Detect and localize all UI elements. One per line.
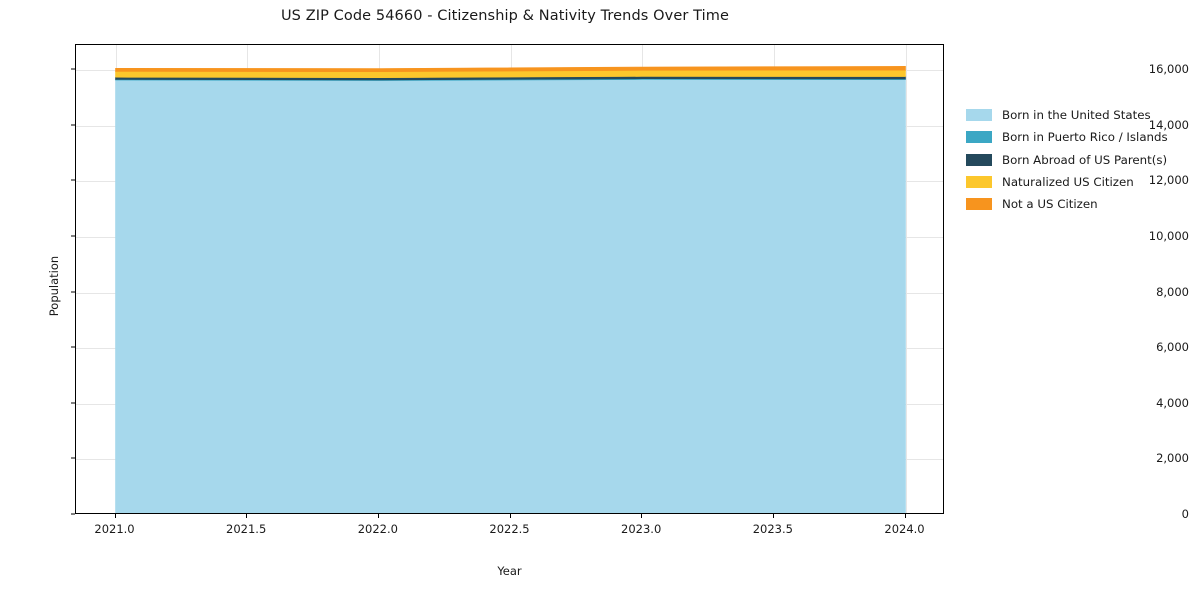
y-axis-tick-label: 6,000 bbox=[1156, 340, 1189, 355]
y-axis-tick-label: 2,000 bbox=[1156, 451, 1189, 466]
gridline-vertical bbox=[905, 45, 907, 513]
x-axis-tick-label: 2021.5 bbox=[226, 522, 267, 536]
chart-legend: Born in the United States Born in Puerto … bbox=[966, 104, 1182, 215]
legend-item[interactable]: Naturalized US Citizen bbox=[966, 171, 1182, 193]
y-axis-tick-label: 10,000 bbox=[1148, 228, 1189, 243]
area-band bbox=[115, 79, 906, 513]
x-axis-tick-label: 2022.0 bbox=[357, 522, 398, 536]
y-axis-tick-mark bbox=[71, 513, 75, 515]
x-axis-tick-mark bbox=[772, 514, 774, 518]
legend-item-label: Born in Puerto Rico / Islands bbox=[1002, 130, 1168, 145]
y-axis-tick-label: 16,000 bbox=[1148, 62, 1189, 77]
x-axis-tick-label: 2022.5 bbox=[489, 522, 530, 536]
x-axis-tick-mark bbox=[377, 514, 379, 518]
y-axis-tick-label: 14,000 bbox=[1148, 117, 1189, 132]
legend-item-label: Not a US Citizen bbox=[1002, 197, 1098, 212]
y-axis-tick-label: 8,000 bbox=[1156, 284, 1189, 299]
stacked-area-series bbox=[76, 45, 943, 513]
y-axis-tick-label: 12,000 bbox=[1148, 173, 1189, 188]
legend-swatch-icon bbox=[966, 131, 992, 144]
x-axis-tick-mark bbox=[904, 514, 906, 518]
y-axis-tick-mark bbox=[71, 457, 75, 459]
y-axis-tick-mark bbox=[71, 179, 75, 181]
x-axis-tick-label: 2023.5 bbox=[752, 522, 793, 536]
legend-item-label: Born in the United States bbox=[1002, 108, 1151, 123]
area-series-svg bbox=[115, 66, 906, 513]
x-axis-label: Year bbox=[497, 564, 522, 578]
y-axis-label: Population bbox=[47, 255, 61, 317]
legend-item[interactable]: Born in Puerto Rico / Islands bbox=[966, 126, 1182, 148]
legend-swatch-icon bbox=[966, 153, 992, 166]
area-band bbox=[115, 66, 906, 73]
legend-item[interactable]: Born Abroad of US Parent(s) bbox=[966, 149, 1182, 171]
y-axis-tick-mark bbox=[71, 235, 75, 237]
legend-swatch-icon bbox=[966, 198, 992, 211]
legend-item-label: Naturalized US Citizen bbox=[1002, 175, 1134, 190]
legend-swatch-icon bbox=[966, 176, 992, 189]
chart-title: US ZIP Code 54660 - Citizenship & Nativi… bbox=[280, 8, 730, 24]
y-axis-tick-mark bbox=[71, 291, 75, 292]
plot-area bbox=[75, 44, 944, 514]
x-axis-tick-mark bbox=[114, 514, 116, 518]
y-axis-tick-mark bbox=[71, 68, 75, 70]
y-axis-tick-label: 4,000 bbox=[1156, 395, 1189, 410]
y-axis-tick-label: 0 bbox=[1181, 507, 1189, 521]
x-axis-tick-mark bbox=[509, 514, 511, 518]
legend-item[interactable]: Born in the United States bbox=[966, 104, 1182, 126]
x-axis-tick-label: 2023.0 bbox=[621, 522, 662, 536]
x-axis-tick-label: 2024.0 bbox=[884, 522, 925, 536]
x-axis-tick-mark bbox=[641, 514, 643, 518]
legend-item-label: Born Abroad of US Parent(s) bbox=[1002, 152, 1168, 167]
legend-item[interactable]: Not a US Citizen bbox=[966, 193, 1182, 215]
y-axis-tick-mark bbox=[71, 124, 75, 126]
y-axis-tick-mark bbox=[71, 402, 75, 404]
x-axis-tick-label: 2021.0 bbox=[94, 522, 135, 536]
legend-swatch-icon bbox=[966, 109, 992, 122]
y-axis-tick-mark bbox=[71, 346, 75, 348]
x-axis-tick-mark bbox=[246, 514, 248, 518]
